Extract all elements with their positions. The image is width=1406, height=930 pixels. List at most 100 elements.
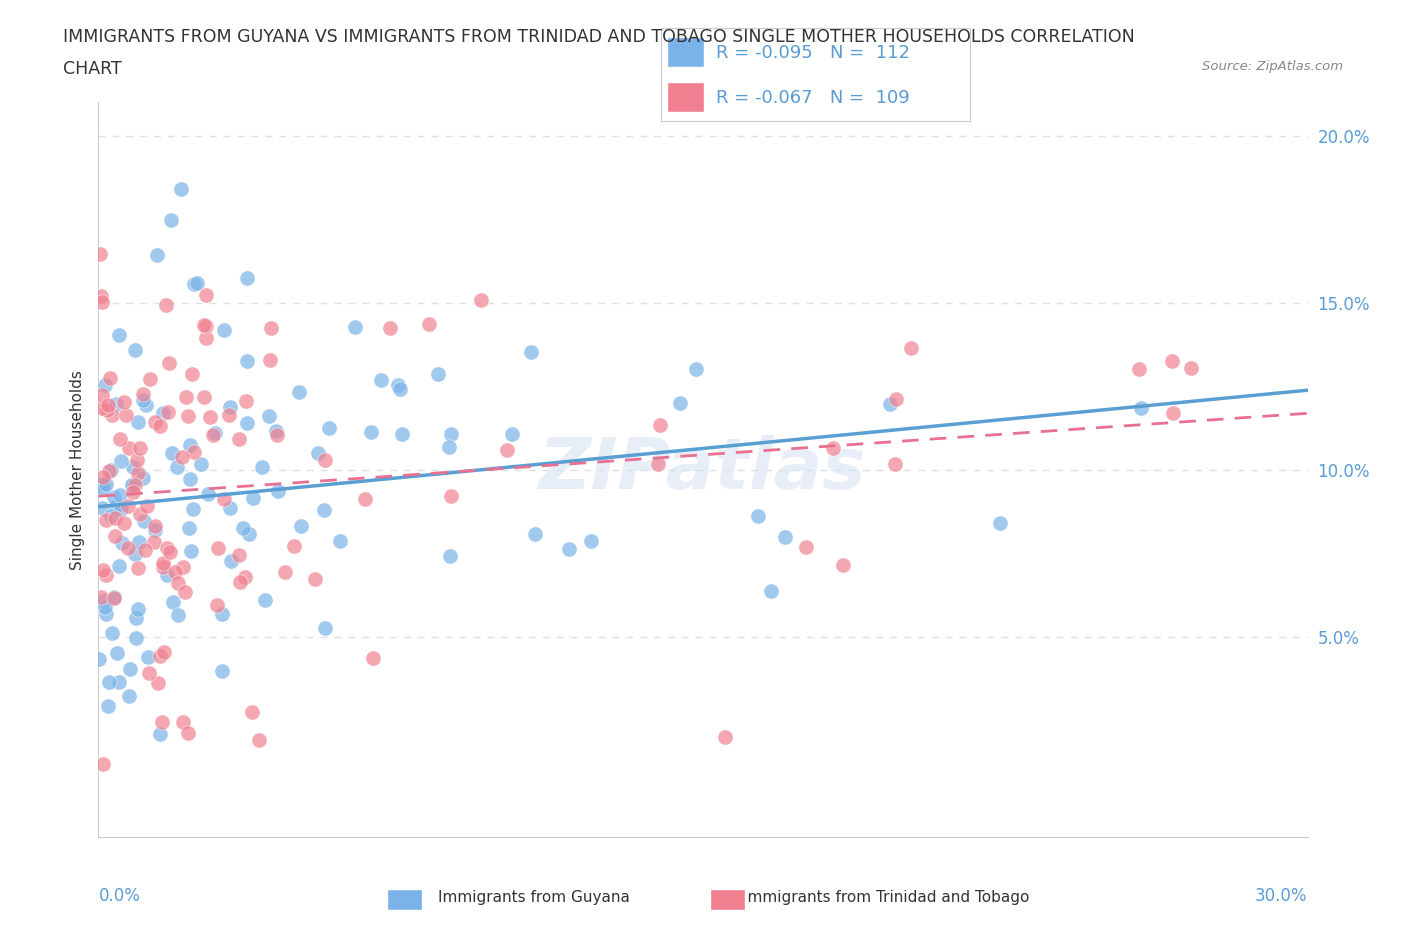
Point — [247, 733, 270, 748]
Point — [273, 565, 295, 579]
Point — [202, 428, 225, 443]
Point — [194, 330, 217, 345]
Point — [112, 515, 135, 530]
Point — [117, 540, 139, 555]
Point — [104, 498, 127, 513]
Point — [288, 385, 311, 400]
Point — [1130, 400, 1153, 415]
Point — [135, 498, 157, 513]
Point — [314, 453, 336, 468]
Point — [149, 727, 172, 742]
Point — [228, 548, 250, 563]
Point — [155, 298, 177, 312]
Point — [143, 415, 166, 430]
Point — [344, 319, 367, 334]
Text: R = -0.067   N =  109: R = -0.067 N = 109 — [717, 88, 910, 107]
Point — [148, 675, 170, 690]
Point — [101, 407, 124, 422]
Point — [794, 539, 817, 554]
Point — [134, 513, 156, 528]
FancyBboxPatch shape — [666, 82, 704, 112]
Point — [143, 534, 166, 549]
Point — [117, 498, 139, 513]
Point — [152, 560, 174, 575]
Point — [354, 491, 377, 506]
Point — [94, 599, 117, 614]
Point — [418, 317, 440, 332]
Point — [219, 500, 242, 515]
Point — [193, 317, 215, 332]
Point — [98, 464, 121, 479]
Point — [145, 522, 167, 537]
Point — [167, 607, 190, 622]
Point — [773, 529, 796, 544]
Point — [207, 540, 229, 555]
Point — [747, 509, 769, 524]
Point — [91, 756, 114, 771]
Point — [127, 415, 149, 430]
Point — [318, 420, 340, 435]
Point — [177, 521, 200, 536]
Point — [129, 506, 152, 521]
Point — [145, 519, 167, 534]
Point — [236, 353, 259, 368]
Text: R = -0.095   N =  112: R = -0.095 N = 112 — [717, 44, 911, 62]
Point — [761, 583, 783, 598]
Point — [104, 529, 127, 544]
Point — [91, 500, 114, 515]
Point — [240, 705, 263, 720]
Point — [194, 319, 217, 334]
Point — [1161, 405, 1184, 420]
Point — [172, 449, 194, 464]
Point — [470, 293, 492, 308]
Point — [648, 418, 671, 432]
Point — [96, 607, 118, 622]
Point — [823, 441, 845, 456]
Point — [94, 567, 117, 582]
Point — [290, 519, 312, 534]
Point — [103, 590, 125, 604]
Point — [138, 665, 160, 680]
Point — [87, 651, 110, 666]
Point — [172, 560, 194, 575]
Point — [1128, 362, 1150, 377]
Point — [1160, 353, 1182, 368]
Point — [136, 649, 159, 664]
Point — [193, 390, 215, 405]
Point — [879, 396, 901, 411]
Point — [884, 457, 907, 472]
Point — [134, 542, 156, 557]
Point — [242, 491, 264, 506]
Point — [152, 556, 174, 571]
Point — [391, 426, 413, 441]
Point — [557, 541, 579, 556]
Point — [440, 426, 463, 441]
Point — [304, 571, 326, 586]
Point — [97, 674, 120, 689]
Point — [107, 674, 129, 689]
Text: IMMIGRANTS FROM GUYANA VS IMMIGRANTS FROM TRINIDAD AND TOBAGO SINGLE MOTHER HOUS: IMMIGRANTS FROM GUYANA VS IMMIGRANTS FRO… — [63, 28, 1135, 46]
Point — [1180, 361, 1202, 376]
Point — [314, 620, 336, 635]
Point — [170, 181, 193, 196]
Point — [713, 729, 735, 744]
Point — [360, 424, 382, 439]
Point — [212, 492, 235, 507]
Point — [91, 476, 114, 491]
Point — [100, 370, 122, 385]
Point — [128, 535, 150, 550]
Point — [91, 563, 114, 578]
Point — [105, 646, 128, 661]
Point — [198, 410, 221, 425]
Point — [183, 445, 205, 459]
Point — [127, 602, 149, 617]
Point — [388, 381, 411, 396]
Point — [103, 591, 125, 605]
Point — [93, 593, 115, 608]
Point — [162, 594, 184, 609]
Point — [150, 714, 173, 729]
Point — [132, 392, 155, 407]
Point — [97, 698, 120, 713]
Point — [228, 432, 250, 446]
Point — [157, 356, 180, 371]
